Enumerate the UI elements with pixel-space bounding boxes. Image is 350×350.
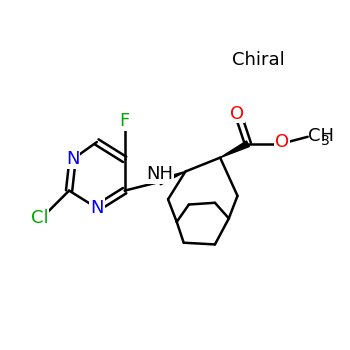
Polygon shape <box>158 172 186 185</box>
Text: 3: 3 <box>321 134 330 148</box>
Polygon shape <box>220 141 249 158</box>
Text: NH: NH <box>147 165 174 183</box>
Text: N: N <box>66 150 79 168</box>
Text: CH: CH <box>308 127 334 145</box>
Text: Cl: Cl <box>31 209 48 228</box>
Text: N: N <box>90 199 104 217</box>
Text: O: O <box>230 105 245 122</box>
Text: Chiral: Chiral <box>232 51 285 69</box>
Text: F: F <box>120 112 130 130</box>
Text: O: O <box>274 133 289 151</box>
